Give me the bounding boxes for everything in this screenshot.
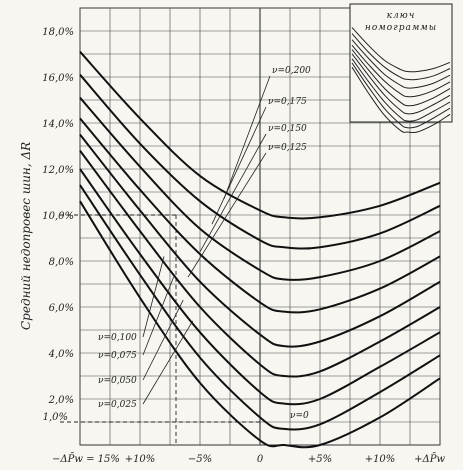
series-label: ν=0,125	[268, 143, 307, 153]
series-line	[79, 74, 441, 250]
key-title-line1: ключ	[387, 11, 416, 21]
series-line	[79, 168, 441, 406]
key-curve	[351, 44, 451, 98]
key-curve	[351, 39, 451, 89]
key-curve	[351, 53, 451, 115]
y-tick-label: 18,0%	[42, 27, 74, 38]
leader-line	[211, 106, 267, 225]
leader-line	[223, 75, 271, 200]
leader-line	[187, 152, 267, 278]
series-label: ν=0,200	[272, 66, 311, 76]
series-line	[79, 184, 441, 431]
key-curve	[351, 62, 451, 129]
x-tick-label: +5%	[308, 454, 332, 465]
series-line	[79, 97, 441, 281]
leader-line	[142, 299, 184, 381]
leader-line	[142, 320, 194, 405]
leader-line	[142, 256, 165, 338]
series-label: ν=0,175	[268, 97, 307, 107]
leader-line	[142, 276, 174, 356]
series-line	[79, 150, 441, 378]
x-tick-label: −ΔP̄w = 15%	[52, 453, 120, 465]
y-axis-label: Средний недопровес шин, ΔR	[19, 142, 33, 330]
series-line	[79, 133, 441, 348]
series-line	[79, 51, 441, 220]
y-tick-label-extra: 1,0%	[43, 412, 68, 423]
series-label: ν=0,150	[268, 124, 307, 134]
y-tick-label: 10,0%	[42, 211, 74, 222]
key-curves	[351, 27, 451, 134]
y-tick-label: 14,0%	[42, 119, 74, 130]
series-label: ν=0	[290, 411, 309, 421]
series-line	[79, 117, 441, 314]
series-label: ν=0,025	[98, 400, 137, 410]
y-tick-label: 12,0%	[42, 165, 74, 176]
y-tick-label: 2,0%	[48, 395, 74, 406]
key-curve	[351, 66, 451, 134]
key-curve	[351, 33, 451, 81]
x-tick-label: +10%	[365, 454, 396, 465]
series-label: ν=0,050	[98, 376, 137, 386]
x-tick-label: 0	[257, 454, 264, 465]
x-tick-label: +ΔP̄w	[414, 453, 445, 465]
key-curve	[351, 49, 451, 107]
series-label: ν=0,075	[98, 351, 137, 361]
key-curve	[351, 27, 451, 73]
series-label: ν=0,100	[98, 333, 137, 343]
x-tick-label: −5%	[188, 454, 212, 465]
y-tick-label: 8,0%	[49, 257, 74, 268]
series-labels: ν=0,200 ν=0,175 ν=0,150 ν=0,125 ν=0,100 ν=0,0…	[98, 66, 311, 421]
series-line	[79, 200, 441, 449]
y-tick-label: 4,0%	[48, 349, 74, 360]
curves	[79, 51, 441, 449]
leader-line	[199, 133, 267, 252]
key-curve	[351, 58, 451, 122]
y-tick-labels: 2,0% 4,0% 6,0% 8,0% 10,0% 12,0% 14,0% 16,0% 18,0…	[42, 27, 74, 423]
y-tick-label: 6,0%	[49, 303, 74, 314]
x-tick-label: +10%	[125, 454, 156, 465]
curve-label-leaders	[142, 75, 271, 405]
nomogram-key-inset: ключ номограммы	[349, 3, 453, 134]
x-tick-labels: −ΔP̄w = 15% +10% −5% 0 +5% +10% +ΔP̄w	[52, 453, 445, 465]
y-tick-label: 16,0%	[42, 73, 74, 84]
key-title-line2: номограммы	[365, 23, 437, 33]
